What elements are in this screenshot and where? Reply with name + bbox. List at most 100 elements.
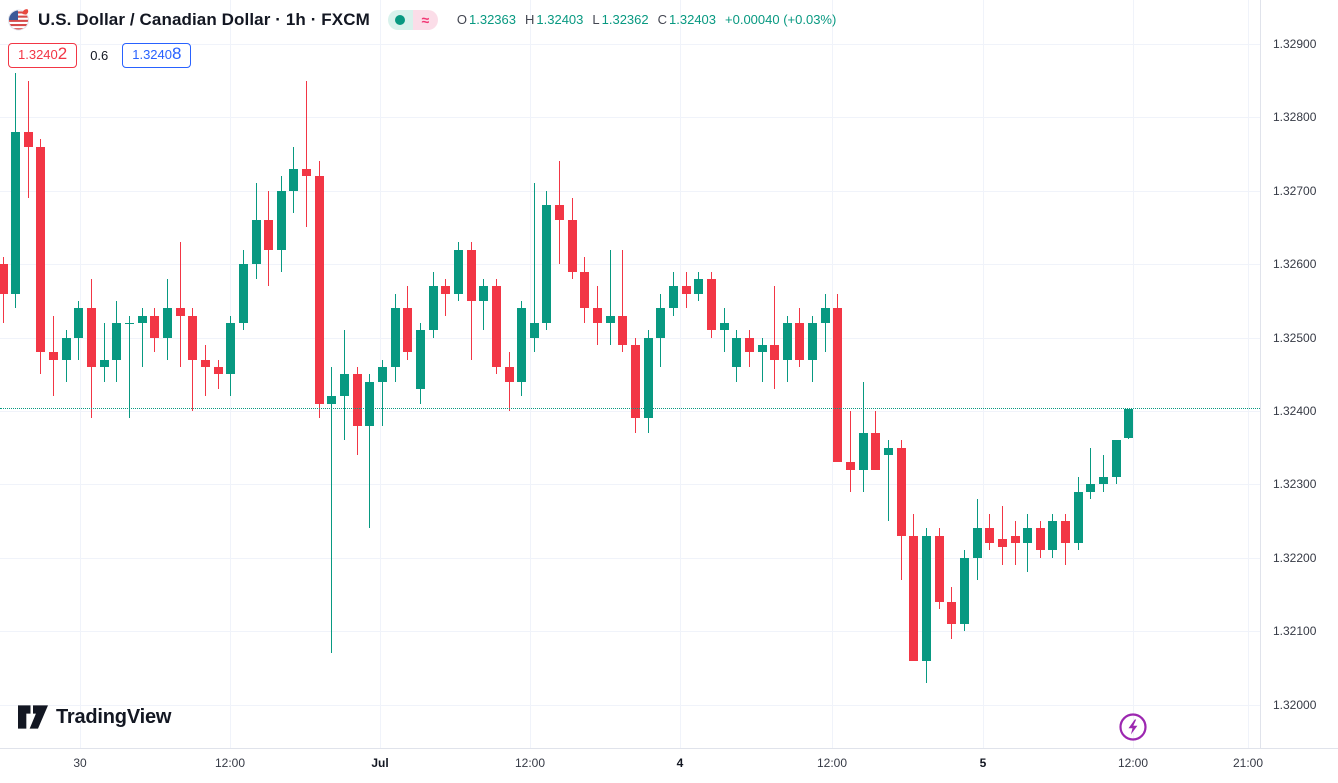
candle bbox=[1099, 477, 1109, 485]
candle-wick bbox=[508, 352, 510, 411]
open-label: O bbox=[456, 12, 467, 27]
candle-wick bbox=[609, 249, 611, 345]
candle-wick bbox=[192, 308, 194, 411]
candle bbox=[1010, 535, 1020, 544]
candle bbox=[200, 359, 210, 367]
candle-wick bbox=[850, 411, 852, 492]
buy-ask-button[interactable]: 1.3240 8 bbox=[122, 43, 192, 68]
price-tick-label: 1.32300 bbox=[1273, 477, 1317, 492]
candle-wick bbox=[103, 322, 105, 382]
candle bbox=[112, 322, 122, 360]
candle bbox=[365, 381, 375, 426]
sell-bid-button[interactable]: 1.3240 2 bbox=[8, 43, 78, 68]
candle bbox=[808, 322, 818, 360]
candle bbox=[49, 352, 59, 360]
candle bbox=[238, 264, 248, 323]
candle bbox=[694, 278, 704, 294]
candle-wick bbox=[445, 278, 447, 316]
candle bbox=[605, 315, 615, 323]
grid-line-horizontal bbox=[0, 704, 1260, 706]
candle bbox=[441, 286, 451, 294]
candle bbox=[744, 337, 754, 353]
price-tick-label: 1.32000 bbox=[1273, 697, 1317, 712]
candle bbox=[529, 322, 539, 338]
candle bbox=[909, 535, 919, 661]
high-value: 1.32403 bbox=[536, 12, 584, 27]
candle-wick bbox=[141, 308, 143, 367]
grid-line-vertical bbox=[80, 0, 81, 748]
grid-line-horizontal bbox=[0, 264, 1260, 266]
time-tick-label: 12:00 bbox=[514, 756, 546, 770]
lightning-icon[interactable] bbox=[1118, 712, 1148, 742]
delayed-data-icon[interactable]: ≈ bbox=[412, 9, 438, 30]
time-tick-label: 5 bbox=[979, 756, 987, 770]
price-tick-label: 1.32600 bbox=[1273, 257, 1317, 272]
candle bbox=[542, 205, 552, 323]
time-tick-label: 12:00 bbox=[214, 756, 246, 770]
candle bbox=[782, 322, 792, 360]
candle bbox=[668, 286, 678, 309]
price-tick-label: 1.32700 bbox=[1273, 183, 1317, 198]
candle bbox=[137, 315, 147, 323]
price-tick-label: 1.32400 bbox=[1273, 404, 1317, 418]
candle bbox=[251, 220, 261, 265]
market-status-pill[interactable]: ≈ bbox=[387, 9, 438, 30]
candle-wick bbox=[622, 249, 624, 353]
candle bbox=[985, 528, 995, 544]
time-tick-label: 30 bbox=[73, 756, 87, 770]
candle-wick bbox=[306, 80, 308, 228]
candle bbox=[226, 322, 236, 375]
candle bbox=[390, 308, 400, 367]
usdcad-pair-flag-icon bbox=[8, 9, 29, 31]
symbol-title[interactable]: U.S. Dollar / Canadian Dollar · 1h · FXC… bbox=[38, 9, 370, 29]
price-axis[interactable]: 1.32403 56:09 1.329001.328001.327001.326… bbox=[1260, 0, 1338, 748]
candle bbox=[820, 308, 830, 323]
candle bbox=[491, 286, 501, 367]
candle bbox=[340, 374, 350, 397]
candle bbox=[706, 278, 716, 331]
candle-wick bbox=[179, 242, 181, 367]
candle bbox=[959, 557, 969, 624]
price-tick-label: 1.32200 bbox=[1273, 550, 1317, 565]
candle bbox=[643, 337, 653, 419]
high-label: H bbox=[525, 12, 535, 27]
price-tick-label: 1.32500 bbox=[1273, 330, 1317, 345]
candlestick-chart[interactable] bbox=[0, 0, 1260, 748]
candle bbox=[770, 344, 780, 360]
tradingview-logo[interactable]: TradingView bbox=[18, 704, 171, 730]
time-axis[interactable]: 30 12:00 Jul 12:00 4 12:00 5 12:00 21:00 bbox=[0, 748, 1338, 783]
canada-flag-corner bbox=[22, 9, 29, 15]
candle bbox=[1073, 491, 1083, 544]
price-tick-label: 1.32100 bbox=[1273, 624, 1317, 639]
candle bbox=[757, 344, 767, 353]
grid-line-vertical bbox=[832, 0, 833, 748]
candle bbox=[719, 322, 729, 331]
time-tick-label: 4 bbox=[676, 756, 684, 770]
candle-wick bbox=[824, 293, 826, 353]
candle-wick bbox=[1090, 447, 1092, 500]
chart-legend-header: U.S. Dollar / Canadian Dollar · 1h · FXC… bbox=[8, 8, 836, 31]
candle bbox=[352, 374, 362, 426]
candle-wick bbox=[761, 337, 763, 382]
candle bbox=[795, 322, 805, 360]
grid-line-horizontal bbox=[0, 337, 1260, 339]
candle bbox=[327, 396, 337, 404]
candle bbox=[264, 220, 274, 250]
candle bbox=[858, 433, 868, 470]
candle-wick bbox=[774, 286, 776, 389]
price-tick-label: 1.32800 bbox=[1273, 110, 1317, 125]
tradingview-logo-icon bbox=[18, 705, 48, 729]
candle-wick bbox=[1001, 506, 1003, 566]
candle bbox=[846, 462, 856, 470]
candle bbox=[580, 271, 590, 309]
candle-wick bbox=[382, 359, 383, 426]
candle bbox=[1048, 521, 1058, 551]
candle bbox=[276, 190, 286, 250]
candle bbox=[567, 220, 577, 272]
grid-line-vertical bbox=[680, 0, 681, 748]
candle-wick bbox=[217, 359, 219, 389]
price-tick-label: 1.32900 bbox=[1273, 37, 1317, 51]
candle bbox=[0, 264, 8, 294]
market-open-icon[interactable] bbox=[387, 9, 413, 30]
